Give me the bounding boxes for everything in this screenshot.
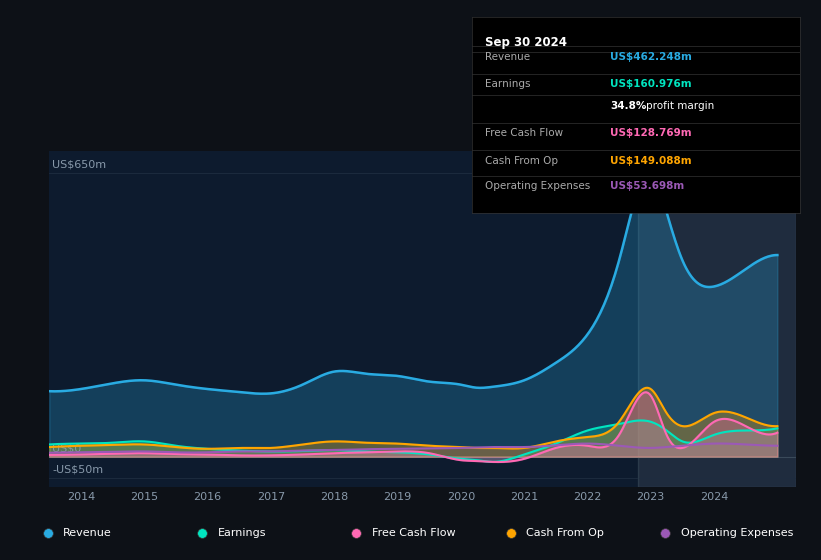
Bar: [638, 151, 796, 487]
Text: Cash From Op: Cash From Op: [485, 156, 558, 166]
Text: Sep 30 2024: Sep 30 2024: [485, 36, 567, 49]
Text: Revenue: Revenue: [63, 529, 112, 538]
Text: US$128.769m: US$128.769m: [610, 128, 691, 138]
Text: Cash From Op: Cash From Op: [526, 529, 604, 538]
Text: US$0: US$0: [53, 443, 81, 453]
Text: -US$50m: -US$50m: [53, 465, 103, 475]
Text: US$53.698m: US$53.698m: [610, 181, 684, 192]
Text: profit margin: profit margin: [646, 101, 714, 111]
Text: Earnings: Earnings: [218, 529, 266, 538]
Text: Revenue: Revenue: [485, 52, 530, 62]
Text: 34.8%: 34.8%: [610, 101, 646, 111]
Text: Free Cash Flow: Free Cash Flow: [372, 529, 456, 538]
Text: US$149.088m: US$149.088m: [610, 156, 691, 166]
Text: Operating Expenses: Operating Expenses: [485, 181, 590, 192]
Text: US$462.248m: US$462.248m: [610, 52, 692, 62]
Text: US$160.976m: US$160.976m: [610, 80, 691, 90]
Text: Free Cash Flow: Free Cash Flow: [485, 128, 563, 138]
Text: Earnings: Earnings: [485, 80, 530, 90]
Text: US$650m: US$650m: [53, 160, 107, 170]
Text: Operating Expenses: Operating Expenses: [681, 529, 793, 538]
